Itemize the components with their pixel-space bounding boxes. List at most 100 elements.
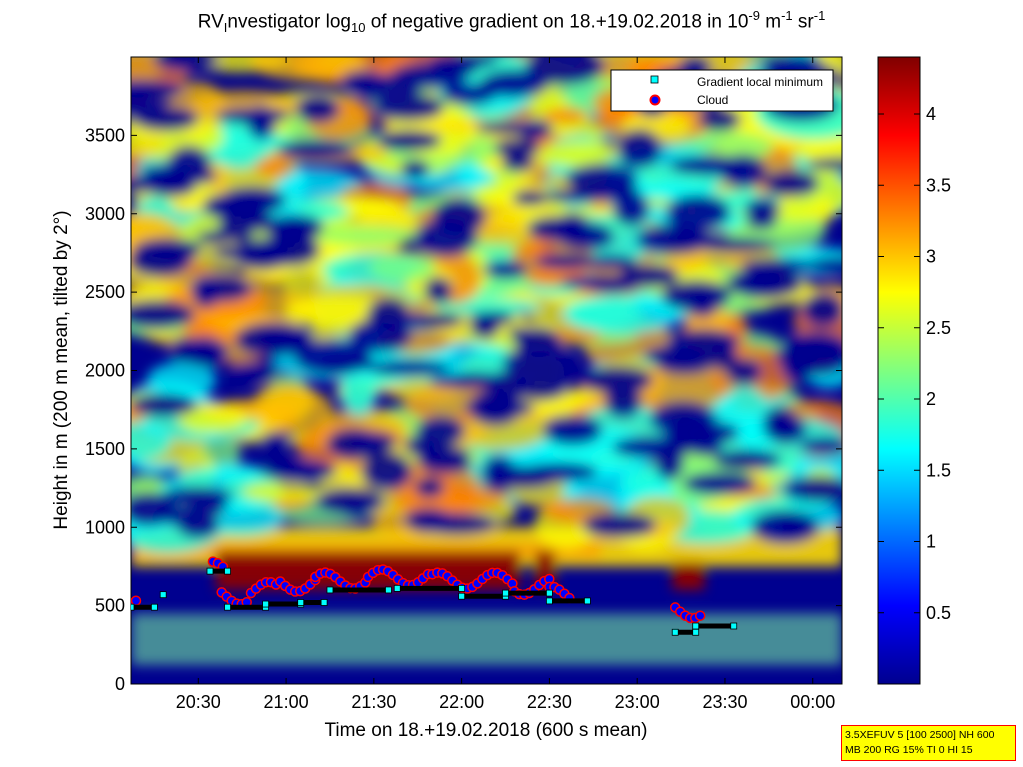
heat-cell xyxy=(669,155,751,176)
heat-cell xyxy=(317,357,379,373)
y-axis: 0 500 1000 1500 2000 2500 3000 3500 xyxy=(85,125,842,694)
heat-cell xyxy=(246,104,277,140)
heat-cell xyxy=(375,129,442,152)
heat-cell xyxy=(260,431,291,451)
heat-cell xyxy=(556,221,615,251)
heat-cell xyxy=(782,475,842,503)
heat-cell xyxy=(131,79,185,101)
heat-cell xyxy=(612,190,650,227)
settings-line-2: MB 200 RG 15% TI 0 HI 15 xyxy=(845,744,973,756)
heat-cell xyxy=(399,312,465,329)
minima-point xyxy=(224,603,231,611)
y-tick-label: 500 xyxy=(95,596,125,616)
heat-cell xyxy=(806,157,842,171)
heat-cell xyxy=(635,223,712,256)
heat-cell xyxy=(262,459,338,482)
heat-cell xyxy=(414,218,478,258)
heat-cell xyxy=(218,186,287,215)
heat-cell xyxy=(780,357,815,383)
heat-cell xyxy=(782,331,842,363)
heat-cell xyxy=(131,421,172,461)
legend-item-cloud: Cloud xyxy=(697,93,728,107)
heat-cell xyxy=(269,218,315,248)
minima-point xyxy=(151,603,158,611)
minima-point xyxy=(385,586,392,594)
colorbar-tick-label: 1 xyxy=(926,532,936,552)
heat-cell xyxy=(665,194,731,231)
minima-point xyxy=(692,622,700,630)
settings-info-box: 3.5XEFUV 5 [100 2500] NH 600 MB 200 RG 1… xyxy=(841,725,1016,761)
minima-point xyxy=(262,600,269,608)
minima-point xyxy=(584,597,591,605)
heat-cell xyxy=(254,156,298,178)
heat-cell xyxy=(242,482,323,502)
heat-cell xyxy=(340,364,377,417)
heat-cell xyxy=(369,251,436,283)
heat-cell xyxy=(423,276,453,305)
heat-cell xyxy=(524,57,606,85)
x-tick-label: 00:00 xyxy=(790,692,835,712)
heat-cell xyxy=(750,509,821,545)
heat-cell xyxy=(417,451,473,475)
heat-cell xyxy=(400,159,431,180)
minima-point xyxy=(671,628,679,636)
minima-point xyxy=(206,567,214,575)
y-tick-label: 1500 xyxy=(85,439,125,459)
heat-band xyxy=(131,613,842,666)
y-axis-label: Height in m (200 m mean, tilted by 2°) xyxy=(51,210,72,529)
heat-cell xyxy=(131,299,196,330)
heat-cell xyxy=(665,328,740,355)
heat-cell xyxy=(475,120,545,135)
minima-point xyxy=(502,589,509,597)
minima-point xyxy=(326,586,334,594)
minima-point xyxy=(546,597,553,605)
heat-cell xyxy=(417,512,498,536)
heat-cell xyxy=(314,226,418,246)
minima-point xyxy=(692,628,700,636)
heat-cell xyxy=(616,128,663,169)
heat-cell xyxy=(693,237,777,253)
heat-cell xyxy=(512,369,570,402)
heat-cell xyxy=(188,496,227,518)
x-tick-label: 20:30 xyxy=(176,692,221,712)
colorbar-tick-label: 1.5 xyxy=(926,460,951,480)
heat-cell xyxy=(249,57,369,82)
heat-cell xyxy=(739,269,785,294)
heat-cell xyxy=(542,189,611,204)
colorbar-tick-label: 4 xyxy=(926,104,936,124)
heat-cell xyxy=(542,414,603,446)
heat-cell xyxy=(660,279,732,312)
heat-cell xyxy=(131,245,192,278)
legend-item-gradient-minimum: Gradient local minimum xyxy=(697,75,823,89)
y-tick-label: 3500 xyxy=(85,125,125,145)
heat-cell xyxy=(361,451,413,492)
heat-cell xyxy=(189,274,253,303)
heat-cell xyxy=(428,374,493,389)
minima-point xyxy=(458,584,466,592)
minima-point xyxy=(730,622,738,630)
heat-cell xyxy=(349,431,398,453)
heat-cell xyxy=(654,443,685,481)
heat-cell xyxy=(697,107,742,132)
heat-cell xyxy=(744,197,781,223)
x-axis: 20:30 21:00 21:30 22:00 22:30 23:00 23:30 00:00 xyxy=(176,57,835,712)
heat-cell xyxy=(585,280,639,294)
heat-cell xyxy=(469,312,501,340)
heat-cell xyxy=(764,414,808,444)
x-tick-label: 23:00 xyxy=(615,692,660,712)
heat-cell xyxy=(403,436,440,456)
legend-circle-marker xyxy=(649,94,661,106)
heat-cell xyxy=(563,295,683,334)
heat-cell xyxy=(649,400,717,437)
heat-cell xyxy=(152,57,220,72)
x-tick-label: 21:30 xyxy=(351,692,396,712)
heat-cell xyxy=(672,561,705,590)
settings-line-1: 3.5XEFUV 5 [100 2500] NH 600 xyxy=(845,729,995,741)
y-tick-label: 2500 xyxy=(85,282,125,302)
minima-point xyxy=(546,589,553,597)
minima-point xyxy=(224,567,231,575)
heat-cell xyxy=(244,211,274,233)
x-tick-label: 23:30 xyxy=(702,692,747,712)
minima-point xyxy=(393,584,401,592)
